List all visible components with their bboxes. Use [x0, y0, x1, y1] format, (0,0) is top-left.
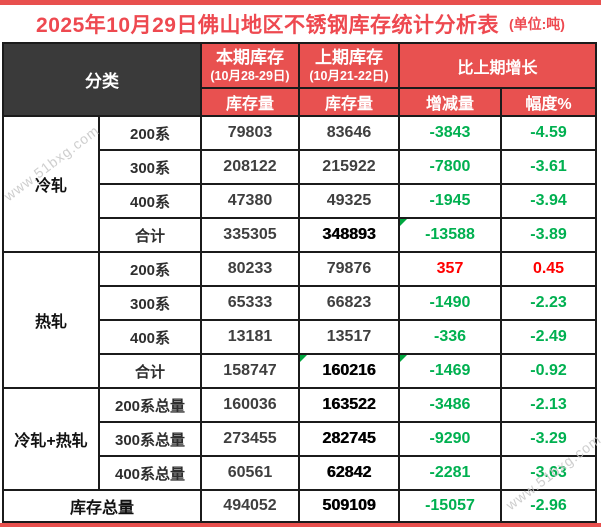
change-value: -1490 [398, 285, 502, 321]
pct-value: 0.45 [499, 251, 598, 287]
current-period-label: 本期库存 [216, 47, 284, 67]
change-value: -2281 [398, 455, 502, 491]
group-label-hot-rolled: 热轧 [2, 251, 100, 389]
current-value: 47380 [200, 183, 300, 219]
previous-value: 66823 [298, 285, 400, 321]
bottom-accent-bar [0, 523, 601, 527]
change-value: -336 [398, 319, 502, 355]
row-label: 合计 [98, 217, 202, 253]
previous-value: 282745 [298, 421, 400, 457]
change-value: -13588 [398, 217, 502, 253]
row-label: 400系 [98, 319, 202, 355]
previous-period-label: 上期库存 [315, 47, 383, 67]
group-label-cold-rolled: 冷轧 [2, 115, 100, 253]
pct-value: -0.92 [499, 353, 598, 389]
change-value: -9290 [398, 421, 502, 457]
growth-header: 比上期增长 [397, 42, 598, 89]
row-label: 合计 [98, 353, 202, 389]
pct-value: -3.29 [499, 421, 598, 457]
row-label: 300系 [98, 285, 202, 321]
previous-value: 163522 [298, 387, 400, 423]
pct-value: -3.94 [499, 183, 598, 219]
previous-value: 62842 [298, 455, 400, 491]
table-row: 300系总量 273455 282745 -9290 -3.29 [3, 421, 598, 457]
current-value: 158747 [200, 353, 300, 389]
table-row-subtotal: 合计 335305 348893 -13588 -3.89 [3, 217, 598, 253]
table-row: 热轧 200系 80233 79876 357 0.45 [2, 251, 598, 389]
previous-value: 49325 [298, 183, 400, 219]
previous-period-header: 上期库存 (10月21-22日) [298, 42, 400, 89]
previous-period-dates: (10月21-22日) [309, 68, 389, 83]
change-value: -3486 [398, 387, 502, 423]
row-label: 200系 [98, 115, 202, 151]
change-value: -7800 [398, 149, 502, 185]
previous-value: 160216 [298, 353, 400, 389]
subheader-change: 增减量 [398, 87, 502, 117]
row-label: 200系 [98, 251, 202, 287]
previous-value: 509109 [298, 489, 400, 523]
inventory-table: 分类 本期库存 (10月28-29日) 上期库存 (10月21-22日) 比上期… [2, 42, 598, 523]
change-value: 357 [398, 251, 502, 287]
row-label: 300系 [98, 149, 202, 185]
current-period-header: 本期库存 (10月28-29日) [200, 42, 300, 89]
table-row: 冷轧 200系 79803 83646 -3843 -4.59 [2, 115, 598, 253]
row-label: 400系 [98, 183, 202, 219]
current-value: 494052 [200, 489, 300, 523]
current-value: 65333 [200, 285, 300, 321]
change-value: -3843 [398, 115, 502, 151]
current-value: 273455 [200, 421, 300, 457]
table-row: 300系 208122 215922 -7800 -3.61 [3, 149, 598, 185]
previous-value: 348893 [298, 217, 400, 253]
grand-total-label: 库存总量 [2, 489, 202, 523]
table-row: 400系 47380 49325 -1945 -3.94 [3, 183, 598, 219]
current-value: 60561 [200, 455, 300, 491]
row-label: 300系总量 [98, 421, 202, 457]
previous-value: 79876 [298, 251, 400, 287]
current-value: 80233 [200, 251, 300, 287]
change-value: -1945 [398, 183, 502, 219]
top-accent-bar [0, 0, 601, 5]
previous-value: 13517 [298, 319, 400, 355]
category-header: 分类 [2, 42, 202, 117]
table-row: 300系 65333 66823 -1490 -2.23 [3, 285, 598, 321]
current-period-dates: (10月28-29日) [210, 68, 290, 83]
previous-value: 83646 [298, 115, 400, 151]
current-value: 208122 [200, 149, 300, 185]
table-row-subtotal: 合计 158747 160216 -1469 -0.92 [3, 353, 598, 389]
table-row: 400系总量 60561 62842 -2281 -3.63 [3, 455, 598, 491]
pct-value: -3.61 [499, 149, 598, 185]
row-label: 200系总量 [98, 387, 202, 423]
group-label-combined: 冷轧+热轧 [2, 387, 100, 491]
page-title-row: 2025年10月29日佛山地区不锈钢库存统计分析表 (单位:吨) [0, 5, 601, 42]
change-value: -15057 [398, 489, 502, 523]
table-row: 冷轧+热轧 200系总量 160036 163522 -3486 -2.13 [2, 387, 598, 491]
pct-value: -3.89 [499, 217, 598, 253]
current-value: 160036 [200, 387, 300, 423]
current-value: 335305 [200, 217, 300, 253]
subheader-current-qty: 库存量 [200, 87, 300, 117]
row-label: 400系总量 [98, 455, 202, 491]
previous-value: 215922 [298, 149, 400, 185]
current-value: 13181 [200, 319, 300, 355]
pct-value: -2.23 [499, 285, 598, 321]
pct-value: -3.63 [499, 455, 598, 491]
subheader-pct: 幅度% [499, 87, 598, 117]
change-value: -1469 [398, 353, 502, 389]
pct-value: -2.13 [499, 387, 598, 423]
table-row-grand-total: 库存总量 494052 509109 -15057 -2.96 [2, 489, 598, 523]
unit-label: (单位:吨) [508, 15, 565, 32]
page-title: 2025年10月29日佛山地区不锈钢库存统计分析表 [36, 13, 499, 37]
table-row: 400系 13181 13517 -336 -2.49 [3, 319, 598, 355]
pct-value: -2.96 [499, 489, 598, 523]
subheader-previous-qty: 库存量 [298, 87, 400, 117]
current-value: 79803 [200, 115, 300, 151]
pct-value: -2.49 [499, 319, 598, 355]
pct-value: -4.59 [499, 115, 598, 151]
